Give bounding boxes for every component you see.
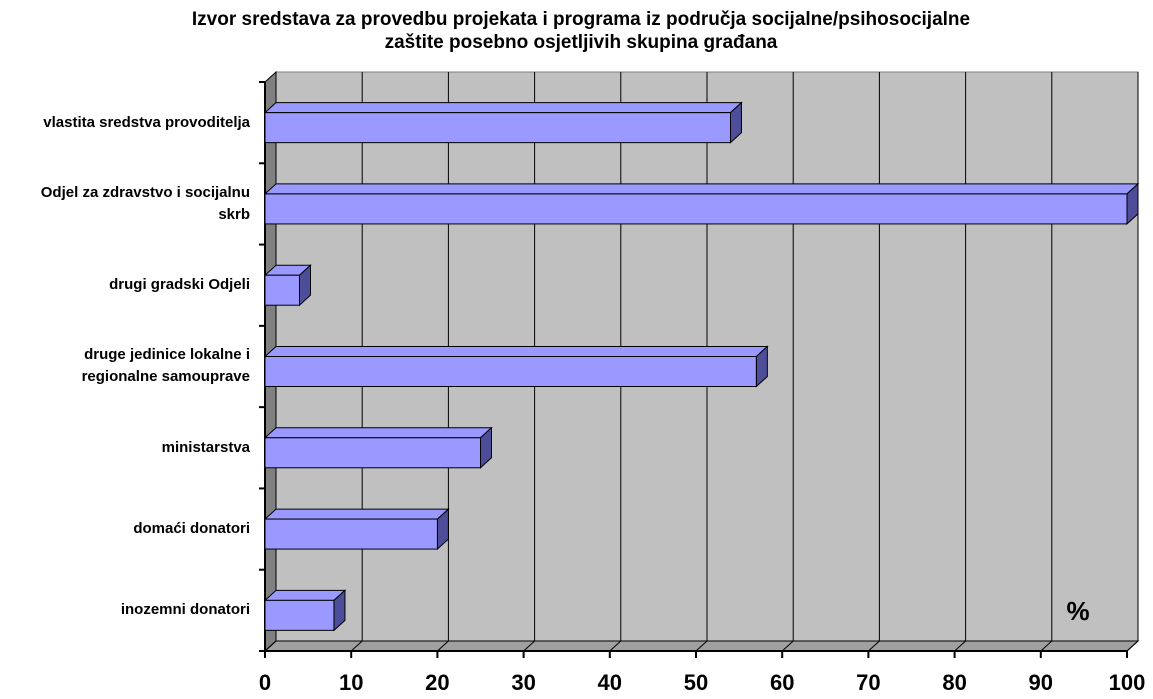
bar xyxy=(264,356,757,387)
x-tick-label: 30 xyxy=(511,670,535,695)
y-tick-label: drugi gradski Odjeli xyxy=(109,276,250,294)
y-tick-label: inozemni donatori xyxy=(120,601,250,619)
grid-floor xyxy=(695,640,708,652)
grid-floor xyxy=(1126,640,1139,652)
grid-floor xyxy=(437,640,449,652)
bar xyxy=(264,437,481,469)
x-tick-label: 20 xyxy=(425,670,449,695)
x-tick-label: 10 xyxy=(339,670,363,695)
y-tick-label: druge jedinice lokalne i regionalne samo… xyxy=(81,346,250,386)
grid-floor xyxy=(609,640,622,652)
chart-title: Izvor sredstava za provedbu projekata i … xyxy=(191,9,971,53)
bar xyxy=(264,599,335,631)
bar xyxy=(264,112,731,144)
x-tick-label: 60 xyxy=(770,670,794,695)
bar xyxy=(264,274,300,306)
bar xyxy=(264,193,1128,225)
x-tick-label: 90 xyxy=(1029,670,1053,695)
bar-top xyxy=(263,427,493,439)
bar xyxy=(264,518,438,550)
grid-floor xyxy=(954,640,966,652)
x-tick-label: 100 xyxy=(1109,670,1146,695)
y-tick-label: domaći donatori xyxy=(133,520,250,538)
y-tick-label: vlastita sredstva provoditelja xyxy=(43,113,250,131)
bar-top xyxy=(263,102,743,114)
bar-top xyxy=(263,589,347,601)
bar-top xyxy=(263,183,1140,195)
grid-floor xyxy=(1040,640,1053,652)
bar-top xyxy=(263,508,450,520)
grid-floor xyxy=(350,640,363,652)
x-tick-label: 70 xyxy=(856,670,880,695)
x-tick-label: 40 xyxy=(598,670,622,695)
grid-floor xyxy=(264,640,277,652)
annotation: % xyxy=(1066,596,1089,626)
grid-floor xyxy=(523,640,535,652)
grid-floor xyxy=(781,640,794,652)
x-tick-label: 50 xyxy=(684,670,708,695)
bar-top xyxy=(263,346,769,357)
y-tick-label: ministarstva xyxy=(161,438,250,456)
y-tick-label: Odjel za zdravstvo i socijalnu skrb xyxy=(40,183,250,223)
x-tick-label: 0 xyxy=(259,670,271,695)
x-tick-label: 80 xyxy=(942,670,966,695)
grid-floor xyxy=(868,640,880,652)
